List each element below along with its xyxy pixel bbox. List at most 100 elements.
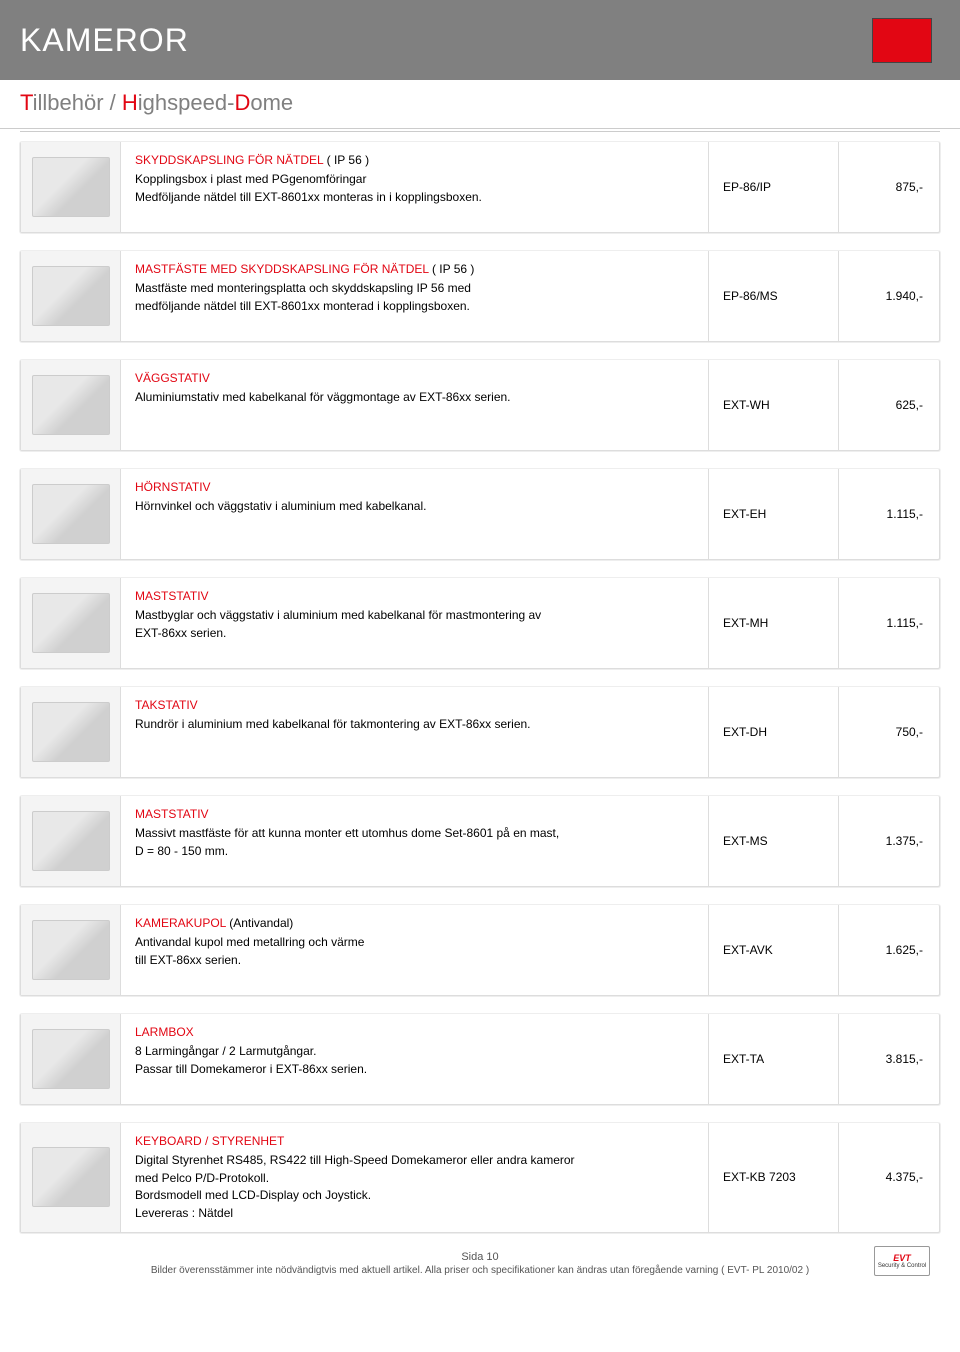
product-description: Massivt mastfäste för att kunna monter e… [135, 825, 694, 860]
product-description: 8 Larmingångar / 2 Larmutgångar. Passar … [135, 1043, 694, 1078]
product-sku: EXT-AVK [709, 905, 839, 995]
product-price: 1.375,- [839, 796, 939, 886]
product-sku: EXT-MH [709, 578, 839, 668]
product-price: 1.625,- [839, 905, 939, 995]
product-image [32, 484, 110, 544]
product-title-main: MASTSTATIV [135, 807, 209, 821]
product-description: Antivandal kupol med metallring och värm… [135, 934, 694, 969]
product-title: VÄGGSTATIV [135, 370, 694, 387]
product-title: MASTSTATIV [135, 806, 694, 823]
product-image [32, 811, 110, 871]
product-title: MASTSTATIV [135, 588, 694, 605]
product-image [32, 920, 110, 980]
product-title: KAMERAKUPOL (Antivandal) [135, 915, 694, 932]
product-description: Rundrör i aluminium med kabelkanal för t… [135, 716, 694, 733]
subheader-d: D [234, 90, 250, 115]
product-row: MASTSTATIV Mastbyglar och väggstativ i al… [20, 578, 940, 669]
product-row: VÄGGSTATIV Aluminiumstativ med kabelkanal… [20, 360, 940, 451]
product-image-cell [21, 142, 121, 232]
product-image-cell [21, 796, 121, 886]
subheader-t: T [20, 90, 33, 115]
product-row: LARMBOX 8 Larmingångar / 2 Larmutgångar. … [20, 1014, 940, 1105]
product-sku: EXT-EH [709, 469, 839, 559]
product-description: Aluminiumstativ med kabelkanal för väggm… [135, 389, 694, 406]
product-description-cell: VÄGGSTATIV Aluminiumstativ med kabelkanal… [121, 360, 709, 450]
footer-disclaimer: Bilder överensstämmer inte nödvändigtvis… [20, 1265, 940, 1276]
product-image-cell [21, 360, 121, 450]
product-price: 1.940,- [839, 251, 939, 341]
page-number: Sida 10 [20, 1251, 940, 1263]
product-price: 875,- [839, 142, 939, 232]
product-sku: EXT-WH [709, 360, 839, 450]
product-title: HÖRNSTATIV [135, 479, 694, 496]
product-image [32, 1029, 110, 1089]
product-title-suffix: (Antivandal) [226, 916, 293, 930]
product-image [32, 702, 110, 762]
product-price: 750,- [839, 687, 939, 777]
subheader-h: H [122, 90, 138, 115]
product-image-cell [21, 1014, 121, 1104]
logo-sub: Security & Control [878, 1263, 926, 1269]
subheader-ighspeed: ighspeed- [138, 90, 235, 115]
footer: Sida 10 Bilder överensstämmer inte nödvä… [0, 1251, 960, 1276]
product-title-main: KEYBOARD / STYRENHET [135, 1134, 284, 1148]
product-title: KEYBOARD / STYRENHET [135, 1133, 694, 1150]
product-title-main: SKYDDSKAPSLING FÖR NÄTDEL [135, 153, 323, 167]
product-description-cell: MASTFÄSTE MED SKYDDSKAPSLING FÖR NÄTDEL … [121, 251, 709, 341]
footer-logo: EVT Security & Control [874, 1246, 930, 1276]
product-price: 625,- [839, 360, 939, 450]
product-description: Hörnvinkel och väggstativ i aluminium me… [135, 498, 694, 515]
product-sku: EXT-MS [709, 796, 839, 886]
page-title: KAMEROR [20, 22, 189, 59]
product-title: MASTFÄSTE MED SKYDDSKAPSLING FÖR NÄTDEL … [135, 261, 694, 278]
logo-main: EVT [893, 1253, 911, 1263]
product-image [32, 593, 110, 653]
product-description-cell: SKYDDSKAPSLING FÖR NÄTDEL ( IP 56 ) Koppl… [121, 142, 709, 232]
product-title-main: KAMERAKUPOL [135, 916, 226, 930]
product-description-cell: LARMBOX 8 Larmingångar / 2 Larmutgångar. … [121, 1014, 709, 1104]
product-image [32, 1147, 110, 1207]
product-description: Mastfäste med monteringsplatta och skydd… [135, 280, 694, 315]
product-image [32, 157, 110, 217]
product-title-main: MASTSTATIV [135, 589, 209, 603]
product-sku: EP-86/MS [709, 251, 839, 341]
product-description-cell: KEYBOARD / STYRENHET Digital Styrenhet RS… [121, 1123, 709, 1232]
product-title-main: MASTFÄSTE MED SKYDDSKAPSLING FÖR NÄTDEL [135, 262, 429, 276]
product-description-cell: TAKSTATIV Rundrör i aluminium med kabelka… [121, 687, 709, 777]
product-price: 1.115,- [839, 469, 939, 559]
page: KAMEROR Tillbehör / Highspeed-Dome SKYDD… [0, 0, 960, 1316]
product-image-cell [21, 687, 121, 777]
subheader-illbehor: illbehör [33, 90, 104, 115]
product-title-main: HÖRNSTATIV [135, 480, 211, 494]
product-row: MASTSTATIV Massivt mastfäste för att kunn… [20, 796, 940, 887]
product-sku: EP-86/IP [709, 142, 839, 232]
product-title: TAKSTATIV [135, 697, 694, 714]
product-row: KAMERAKUPOL (Antivandal) Antivandal kupol… [20, 905, 940, 996]
product-title-main: LARMBOX [135, 1025, 194, 1039]
product-description: Kopplingsbox i plast med PGgenomföringar… [135, 171, 694, 206]
subheader: Tillbehör / Highspeed-Dome [0, 80, 960, 129]
product-price: 3.815,- [839, 1014, 939, 1104]
product-price: 1.115,- [839, 578, 939, 668]
product-image-cell [21, 1123, 121, 1232]
product-row: HÖRNSTATIV Hörnvinkel och väggstativ i al… [20, 469, 940, 560]
product-description-cell: HÖRNSTATIV Hörnvinkel och väggstativ i al… [121, 469, 709, 559]
product-rows: SKYDDSKAPSLING FÖR NÄTDEL ( IP 56 ) Koppl… [0, 132, 960, 1233]
product-row: SKYDDSKAPSLING FÖR NÄTDEL ( IP 56 ) Koppl… [20, 142, 940, 233]
subheader-sep: / [104, 90, 122, 115]
product-title: LARMBOX [135, 1024, 694, 1041]
product-price: 4.375,- [839, 1123, 939, 1232]
product-description: Digital Styrenhet RS485, RS422 till High… [135, 1152, 694, 1222]
product-title-suffix: ( IP 56 ) [429, 262, 475, 276]
product-description: Mastbyglar och väggstativ i aluminium me… [135, 607, 694, 642]
product-row: MASTFÄSTE MED SKYDDSKAPSLING FÖR NÄTDEL … [20, 251, 940, 342]
header-band: KAMEROR [0, 0, 960, 80]
product-image-cell [21, 905, 121, 995]
product-sku: EXT-DH [709, 687, 839, 777]
product-description-cell: MASTSTATIV Massivt mastfäste för att kunn… [121, 796, 709, 886]
product-title-suffix: ( IP 56 ) [323, 153, 369, 167]
product-image [32, 375, 110, 435]
product-title: SKYDDSKAPSLING FÖR NÄTDEL ( IP 56 ) [135, 152, 694, 169]
product-image [32, 266, 110, 326]
header-accent-box [872, 18, 932, 63]
